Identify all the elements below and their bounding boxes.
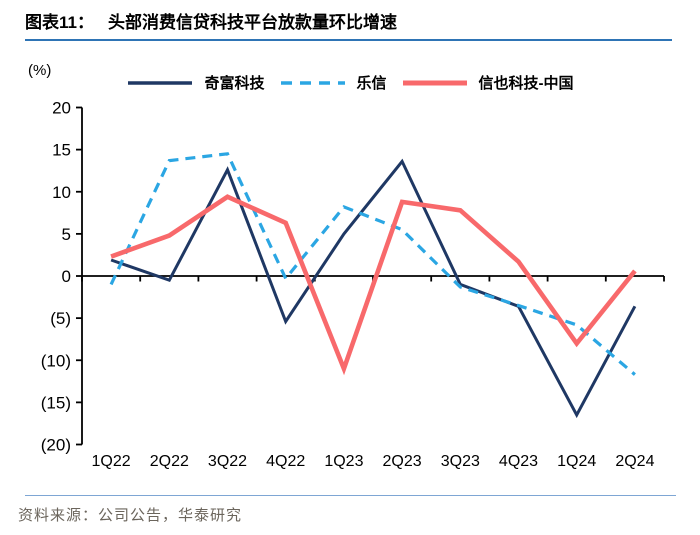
- y-tick-label: 0: [62, 267, 71, 286]
- legend-label: 奇富科技: [204, 75, 265, 92]
- series-line-finvolution: [110, 194, 637, 376]
- legend-line-swatch: [280, 80, 345, 85]
- y-tick-label: 10: [52, 183, 71, 202]
- legend-item-qifu: 奇富科技: [126, 72, 265, 93]
- series-line-qifu: [110, 158, 637, 419]
- x-tick-label: 3Q23: [441, 453, 480, 470]
- x-tick-label: 4Q23: [499, 453, 538, 470]
- x-tick-label: 3Q22: [208, 453, 247, 470]
- x-tick-label: 1Q22: [92, 453, 131, 470]
- figure-title: 头部消费信贷科技平台放款量环比增速: [107, 13, 397, 32]
- legend-item-finvolution: 信也科技-中国: [401, 72, 574, 93]
- footer-divider: [25, 495, 676, 496]
- x-tick-label: 1Q23: [324, 453, 363, 470]
- y-tick-label: 20: [52, 99, 71, 118]
- series-line-lexin: [109, 152, 636, 376]
- x-tick-label: 2Q24: [615, 453, 654, 470]
- legend-label: 信也科技-中国: [478, 75, 574, 92]
- legend-line-swatch: [128, 80, 193, 85]
- legend-item-lexin: 乐信: [279, 72, 387, 93]
- y-tick-label: (15): [41, 393, 71, 412]
- x-tick-label: 1Q24: [557, 453, 596, 470]
- figure-title-bar: 图表11： 头部消费信贷科技平台放款量环比增速: [25, 8, 672, 41]
- source-note: 资料来源：公司公告，华泰研究: [18, 506, 243, 524]
- legend-line-swatch: [402, 80, 467, 85]
- y-tick-label: (5): [50, 309, 71, 328]
- x-tick-label: 4Q22: [266, 453, 305, 470]
- y-tick-label: (10): [41, 351, 71, 370]
- y-axis-unit-label: (%): [28, 62, 52, 79]
- x-tick-label: 2Q22: [150, 453, 189, 470]
- y-tick-label: 15: [52, 141, 71, 160]
- chart-legend: 奇富科技 乐信 信也科技-中国: [0, 72, 700, 93]
- legend-label: 乐信: [356, 75, 387, 92]
- y-tick-label: (20): [41, 436, 71, 455]
- y-tick-label: 5: [62, 225, 71, 244]
- figure-number-label: 图表11：: [25, 13, 94, 32]
- x-tick-label: 2Q23: [383, 453, 422, 470]
